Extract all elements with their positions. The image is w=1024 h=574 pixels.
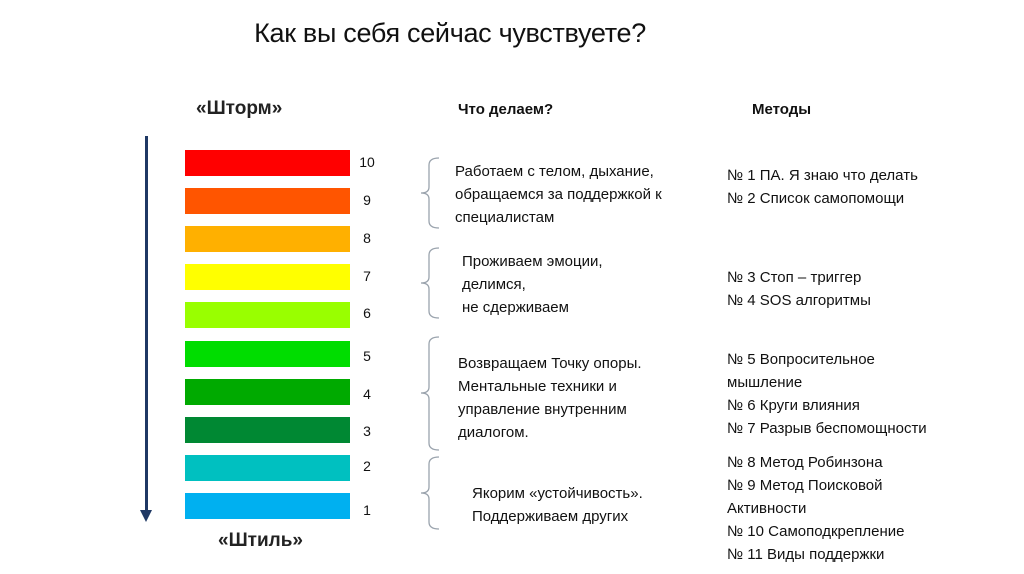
action-line: не сдерживаем bbox=[462, 299, 569, 316]
level-number: 5 bbox=[363, 348, 371, 364]
level-number: 7 bbox=[363, 268, 371, 284]
method-item: Активности bbox=[727, 500, 807, 517]
methods-header: Методы bbox=[752, 101, 812, 118]
methods-group-1: № 1 ПА. Я знаю что делать № 2 Список сам… bbox=[727, 164, 918, 210]
action-line: Поддерживаем других bbox=[472, 508, 629, 525]
method-item: № 3 Стоп – триггер bbox=[727, 269, 862, 286]
action-line: специалистам bbox=[455, 209, 555, 226]
level-bar-3 bbox=[185, 417, 350, 443]
page-title: Как вы себя сейчас чувствуете? bbox=[254, 18, 646, 48]
action-line: Якорим «устойчивость». bbox=[472, 485, 643, 502]
action-line: диалогом. bbox=[458, 424, 529, 441]
methods-group-4: № 8 Метод Робинзона № 9 Метод Поисковой … bbox=[727, 451, 904, 566]
curly-brace-icon bbox=[415, 247, 441, 319]
action-group-2: Проживаем эмоции, делимся, не сдерживаем bbox=[462, 250, 603, 319]
curly-brace-icon bbox=[415, 336, 441, 451]
method-item: № 6 Круги влияния bbox=[727, 397, 860, 414]
method-item: № 8 Метод Робинзона bbox=[727, 454, 883, 471]
level-number: 9 bbox=[363, 192, 371, 208]
level-number: 6 bbox=[363, 305, 371, 321]
level-bar-9 bbox=[185, 188, 350, 214]
storm-label: «Шторм» bbox=[196, 98, 283, 119]
action-line: Проживаем эмоции, bbox=[462, 253, 603, 270]
level-number: 1 bbox=[363, 502, 371, 518]
action-line: Возвращаем Точку опоры. bbox=[458, 355, 642, 372]
curly-brace-icon bbox=[415, 157, 441, 229]
method-item: № 9 Метод Поисковой bbox=[727, 477, 883, 494]
method-item: № 2 Список самопомощи bbox=[727, 190, 905, 207]
action-line: обращаемся за поддержкой к bbox=[455, 186, 662, 203]
action-group-1: Работаем с телом, дыхание, обращаемся за… bbox=[455, 160, 662, 229]
method-item: № 5 Вопросительное bbox=[727, 351, 875, 368]
level-number: 2 bbox=[363, 458, 371, 474]
level-bar-5 bbox=[185, 341, 350, 367]
arrow-down-icon bbox=[140, 510, 152, 522]
action-line: делимся, bbox=[462, 276, 526, 293]
level-bar-7 bbox=[185, 264, 350, 290]
level-number: 3 bbox=[363, 423, 371, 439]
method-item: № 1 ПА. Я знаю что делать bbox=[727, 167, 918, 184]
method-item: № 11 Виды поддержки bbox=[727, 546, 885, 563]
curly-brace-icon bbox=[415, 456, 441, 530]
level-bar-2 bbox=[185, 455, 350, 481]
actions-header: Что делаем? bbox=[458, 101, 554, 118]
level-bar-6 bbox=[185, 302, 350, 328]
method-item: № 10 Самоподкрепление bbox=[727, 523, 905, 540]
method-item: № 7 Разрыв беспомощности bbox=[727, 420, 927, 437]
action-line: управление внутренним bbox=[458, 401, 627, 418]
action-line: Работаем с телом, дыхание, bbox=[455, 163, 654, 180]
action-group-3: Возвращаем Точку опоры. Ментальные техни… bbox=[458, 352, 642, 444]
level-bar-1 bbox=[185, 493, 350, 519]
level-bar-10 bbox=[185, 150, 350, 176]
level-number: 4 bbox=[363, 386, 371, 402]
methods-group-3: № 5 Вопросительное мышление № 6 Круги вл… bbox=[727, 348, 927, 440]
level-number: 10 bbox=[359, 154, 375, 170]
scale-arrow-shaft bbox=[145, 136, 148, 516]
methods-group-2: № 3 Стоп – триггер № 4 SOS алгоритмы bbox=[727, 266, 871, 312]
action-line: Ментальные техники и bbox=[458, 378, 617, 395]
action-group-4: Якорим «устойчивость». Поддерживаем друг… bbox=[472, 482, 643, 528]
calm-label: «Штиль» bbox=[218, 530, 303, 551]
level-number: 8 bbox=[363, 230, 371, 246]
level-bar-4 bbox=[185, 379, 350, 405]
method-item: мышление bbox=[727, 374, 803, 391]
method-item: № 4 SOS алгоритмы bbox=[727, 292, 871, 309]
level-bar-8 bbox=[185, 226, 350, 252]
